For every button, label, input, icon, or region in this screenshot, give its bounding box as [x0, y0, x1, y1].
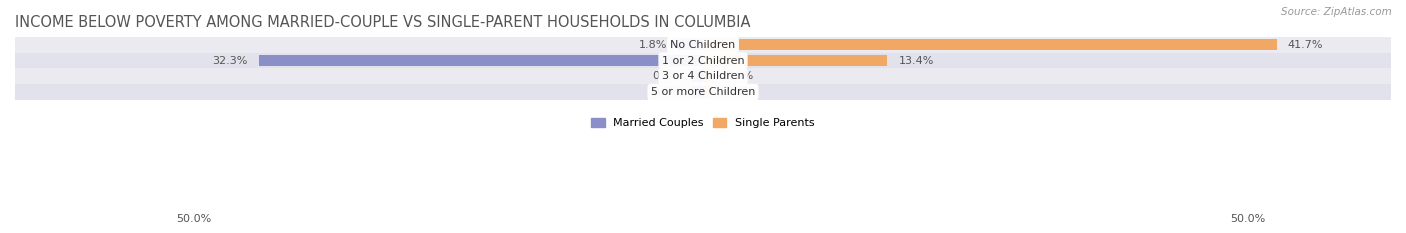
Text: 50.0%: 50.0%: [176, 214, 211, 224]
Text: 0.0%: 0.0%: [652, 71, 681, 81]
Text: 0.0%: 0.0%: [725, 71, 754, 81]
Bar: [15, 69, 1391, 84]
Bar: [692, 71, 703, 82]
Bar: [678, 39, 703, 51]
Text: 1.8%: 1.8%: [638, 40, 668, 50]
Text: 1 or 2 Children: 1 or 2 Children: [662, 55, 744, 65]
Bar: [692, 86, 703, 98]
Text: 50.0%: 50.0%: [1230, 214, 1265, 224]
Text: 32.3%: 32.3%: [212, 55, 247, 65]
Bar: [703, 39, 1277, 51]
Text: 0.0%: 0.0%: [725, 87, 754, 97]
Bar: [703, 71, 714, 82]
Text: 5 or more Children: 5 or more Children: [651, 87, 755, 97]
Bar: [703, 86, 714, 98]
Text: 0.0%: 0.0%: [652, 87, 681, 97]
Text: Source: ZipAtlas.com: Source: ZipAtlas.com: [1281, 7, 1392, 17]
Legend: Married Couples, Single Parents: Married Couples, Single Parents: [586, 113, 820, 132]
Text: 13.4%: 13.4%: [898, 55, 934, 65]
Text: INCOME BELOW POVERTY AMONG MARRIED-COUPLE VS SINGLE-PARENT HOUSEHOLDS IN COLUMBI: INCOME BELOW POVERTY AMONG MARRIED-COUPL…: [15, 15, 751, 30]
Bar: [259, 55, 703, 66]
Bar: [703, 55, 887, 66]
Text: No Children: No Children: [671, 40, 735, 50]
Bar: [15, 84, 1391, 100]
Bar: [15, 53, 1391, 69]
Text: 3 or 4 Children: 3 or 4 Children: [662, 71, 744, 81]
Bar: [15, 37, 1391, 53]
Text: 41.7%: 41.7%: [1288, 40, 1323, 50]
